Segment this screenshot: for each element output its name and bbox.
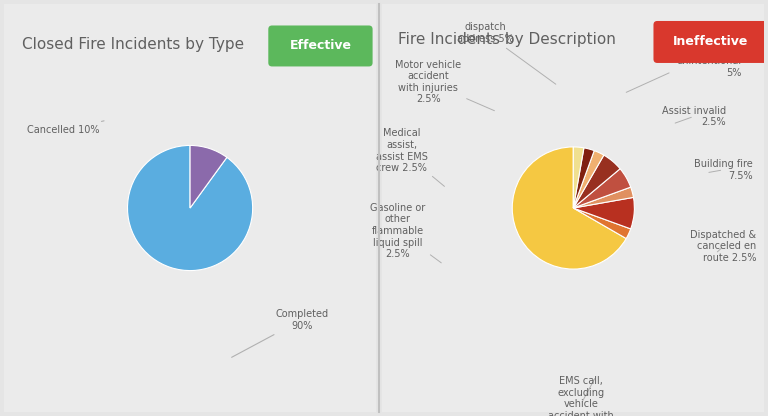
Text: Motor vehicle
accident
with injuries
2.5%: Motor vehicle accident with injuries 2.5… (396, 59, 495, 111)
Wedge shape (573, 148, 594, 208)
Wedge shape (573, 151, 604, 208)
Text: Cancelled 10%: Cancelled 10% (27, 121, 104, 135)
FancyBboxPatch shape (654, 21, 768, 63)
Wedge shape (573, 208, 631, 238)
Wedge shape (573, 198, 634, 229)
Wedge shape (573, 155, 620, 208)
Text: Assist invalid
2.5%: Assist invalid 2.5% (662, 106, 726, 127)
Text: Ineffective: Ineffective (673, 35, 748, 48)
Wedge shape (512, 147, 626, 269)
Text: Medical
assist,
assist EMS
crew 2.5%: Medical assist, assist EMS crew 2.5% (376, 129, 445, 186)
Text: Effective: Effective (290, 40, 352, 52)
Text: EMS call,
excluding
vehicle
accident with
injury 60%: EMS call, excluding vehicle accident wit… (548, 376, 614, 416)
Text: Closed Fire Incidents by Type: Closed Fire Incidents by Type (22, 37, 244, 52)
Text: Building fire
7.5%: Building fire 7.5% (694, 159, 753, 181)
Text: Fire Incidents by Description: Fire Incidents by Description (398, 32, 616, 47)
Text: Dispatched &
canceled en
route 2.5%: Dispatched & canceled en route 2.5% (690, 230, 756, 263)
Wedge shape (573, 169, 631, 208)
Wedge shape (573, 187, 634, 208)
Wedge shape (190, 146, 227, 208)
Wedge shape (573, 147, 584, 208)
FancyBboxPatch shape (268, 25, 372, 67)
Wedge shape (127, 146, 253, 270)
Text: Completed
90%: Completed 90% (232, 309, 329, 357)
Text: Gasoline or
other
flammable
liquid spill
2.5%: Gasoline or other flammable liquid spill… (370, 203, 442, 263)
Text: activation, no
fire -
unintentional
5%: activation, no fire - unintentional 5% (626, 33, 741, 92)
Text: dispatch
address 5%: dispatch address 5% (457, 22, 556, 84)
